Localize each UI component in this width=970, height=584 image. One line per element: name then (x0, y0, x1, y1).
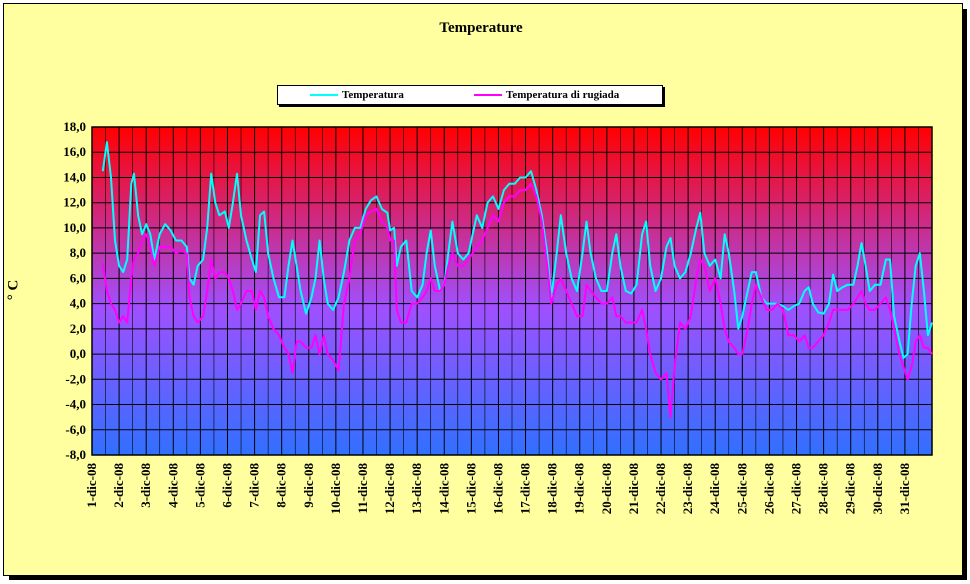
x-tick-label: 19-dic-08 (572, 463, 587, 515)
x-tick-label: 8-dic-08 (274, 463, 289, 508)
plot-border (91, 126, 933, 456)
x-tick-label: 31-dic-08 (897, 463, 912, 515)
x-tick-label: 14-dic-08 (436, 463, 451, 515)
x-tick-label: 2-dic-08 (111, 463, 126, 508)
legend-swatch-temperatura (310, 94, 338, 96)
chart-title: Temperature (439, 20, 523, 36)
x-tick-label: 12-dic-08 (382, 463, 397, 515)
x-tick-label: 10-dic-08 (328, 463, 343, 515)
y-tick-label: -2,0 (65, 371, 86, 386)
legend-item-rugiada: Temperatura di rugiada (474, 88, 619, 102)
x-tick-label: 26-dic-08 (761, 463, 776, 515)
y-tick-label: -4,0 (65, 397, 86, 412)
x-tick-label: 4-dic-08 (165, 463, 180, 508)
legend-swatch-rugiada (474, 94, 502, 96)
x-tick-label: 11-dic-08 (355, 463, 370, 514)
y-tick-label: 8,0 (70, 245, 86, 260)
y-tick-label: 16,0 (63, 144, 86, 159)
x-axis: 1-dic-08 2-dic-08 3-dic-08 4-dic-08 5-dic-08… (84, 463, 912, 515)
x-tick-label: 25-dic-08 (734, 463, 749, 515)
series-line-temperatura (101, 141, 933, 359)
x-tick-label: 6-dic-08 (219, 463, 234, 508)
y-tick-label: -8,0 (65, 447, 86, 462)
x-tick-label: 3-dic-08 (138, 463, 153, 508)
x-tick-label: 20-dic-08 (599, 463, 614, 515)
x-tick-label: 17-dic-08 (518, 463, 533, 515)
y-axis: 18,0 16,0 14,0 12,0 10,0 8,0 6,0 4,0 2,0 0,0 -2,0 -… (63, 119, 86, 462)
x-tick-label: 7-dic-08 (247, 463, 262, 508)
y-tick-label: 2,0 (70, 321, 86, 336)
y-tick-label: 12,0 (63, 195, 86, 210)
x-tick-label: 24-dic-08 (707, 463, 722, 515)
y-tick-label: 14,0 (63, 169, 86, 184)
x-tick-label: 28-dic-08 (816, 463, 831, 515)
x-tick-label: 27-dic-08 (789, 463, 804, 515)
x-tick-label: 23-dic-08 (680, 463, 695, 515)
legend-label-rugiada: Temperatura di rugiada (506, 89, 620, 101)
y-tick-label: 4,0 (70, 296, 86, 311)
x-tick-label: 22-dic-08 (653, 463, 668, 515)
y-tick-label: -6,0 (65, 422, 86, 437)
y-tick-label: 10,0 (63, 220, 86, 235)
x-tick-label: 1-dic-08 (84, 463, 99, 508)
series-lines (101, 141, 933, 419)
x-tick-label: 18-dic-08 (545, 463, 560, 515)
y-tick-label: 0,0 (70, 346, 86, 361)
x-tick-label: 15-dic-08 (463, 463, 478, 515)
y-tick-label: 6,0 (70, 270, 86, 285)
x-tick-label: 29-dic-08 (843, 463, 858, 515)
x-tick-label: 30-dic-08 (870, 463, 885, 515)
legend-label-temperatura: Temperatura (342, 89, 404, 101)
x-tick-label: 13-dic-08 (409, 463, 424, 515)
x-tick-label: 9-dic-08 (301, 463, 316, 508)
x-tick-label: 5-dic-08 (192, 463, 207, 508)
grid (91, 126, 933, 456)
legend-item-temperatura: Temperatura (310, 88, 404, 102)
series-line-rugiada (101, 182, 933, 419)
y-tick-label: 18,0 (63, 119, 86, 134)
x-tick-label: 16-dic-08 (490, 463, 505, 515)
legend: Temperatura Temperatura di rugiada (277, 85, 663, 105)
x-tick-label: 21-dic-08 (626, 463, 641, 515)
